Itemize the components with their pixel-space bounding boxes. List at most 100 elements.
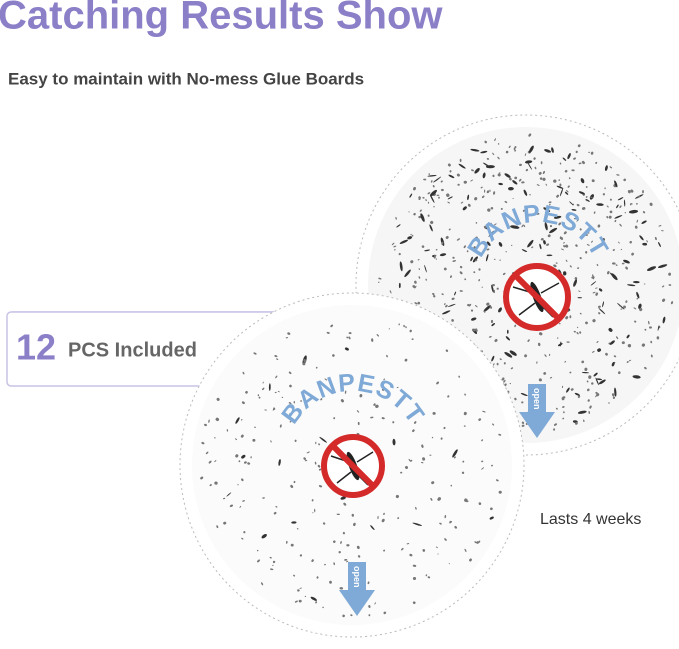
bug <box>451 297 455 300</box>
bug <box>381 388 385 391</box>
bug <box>381 518 385 523</box>
bug <box>460 201 464 204</box>
bug <box>657 325 660 331</box>
bug <box>589 405 592 409</box>
bug <box>521 249 528 253</box>
bug <box>576 332 579 335</box>
bug <box>536 212 540 215</box>
bug <box>293 480 296 484</box>
bug <box>315 441 317 445</box>
bug <box>524 153 527 157</box>
bug <box>497 173 501 177</box>
bug <box>494 339 498 342</box>
bug <box>632 375 641 379</box>
bug <box>540 161 543 165</box>
bug <box>394 248 396 251</box>
bug <box>462 206 467 211</box>
bug <box>409 553 413 557</box>
bug <box>241 454 246 459</box>
bug <box>322 522 326 525</box>
bug <box>594 287 598 289</box>
bug <box>553 423 558 426</box>
bug <box>544 149 552 153</box>
bug <box>397 517 400 520</box>
bug <box>608 402 610 404</box>
bug <box>289 413 292 416</box>
bug <box>588 375 592 379</box>
bug <box>273 511 277 515</box>
bug <box>464 278 467 281</box>
bug <box>540 238 544 241</box>
bug <box>598 307 606 315</box>
bug <box>270 568 274 571</box>
bug <box>598 312 601 315</box>
bug <box>521 424 525 427</box>
bug <box>656 336 660 340</box>
bug <box>528 145 534 153</box>
bug <box>593 211 596 214</box>
bug <box>376 334 379 337</box>
bug <box>298 599 302 603</box>
bug <box>435 546 438 549</box>
bug <box>322 606 324 609</box>
bug <box>433 254 437 258</box>
bug <box>636 202 638 205</box>
bug <box>576 203 580 207</box>
bug <box>418 215 422 219</box>
bug <box>466 250 469 253</box>
bug <box>275 375 278 379</box>
bug <box>432 184 435 188</box>
bug <box>223 521 227 525</box>
bug <box>585 199 587 202</box>
bug <box>589 194 595 200</box>
bug <box>504 351 513 358</box>
bug <box>412 429 415 433</box>
bug <box>436 381 440 385</box>
bug <box>310 596 318 601</box>
bug <box>531 246 534 249</box>
bug <box>514 397 517 401</box>
bug <box>269 556 272 559</box>
bug <box>440 188 444 192</box>
bug <box>304 459 308 462</box>
bug <box>521 401 524 404</box>
bug <box>591 276 595 279</box>
bug <box>633 307 637 310</box>
bug <box>519 163 522 167</box>
badge-count: 12 <box>16 327 56 368</box>
bug <box>214 481 218 485</box>
bug <box>538 332 543 336</box>
bug <box>270 440 272 443</box>
bug <box>470 148 480 152</box>
bug <box>557 337 559 339</box>
bug <box>204 423 207 427</box>
bug <box>668 272 672 276</box>
bug <box>504 173 511 178</box>
bug <box>556 194 560 198</box>
bug <box>596 341 599 343</box>
bug <box>429 194 435 203</box>
bug <box>619 205 622 209</box>
bug <box>391 242 395 246</box>
bug <box>257 394 260 397</box>
bug <box>418 276 421 279</box>
bug <box>226 492 232 497</box>
bug <box>575 244 578 247</box>
bug <box>430 497 433 501</box>
bug <box>501 377 505 381</box>
bug <box>642 190 644 194</box>
bug <box>357 421 360 426</box>
bug <box>315 366 318 369</box>
bug <box>604 165 608 172</box>
bug <box>584 233 588 236</box>
bug <box>378 281 380 284</box>
bug <box>299 587 302 589</box>
bug <box>304 595 307 598</box>
bug <box>491 464 493 467</box>
bug <box>408 211 410 213</box>
bug <box>370 416 374 419</box>
bug <box>623 178 627 182</box>
bug <box>431 436 434 439</box>
caption: Lasts 4 weeks <box>540 511 641 528</box>
bug <box>359 394 363 398</box>
